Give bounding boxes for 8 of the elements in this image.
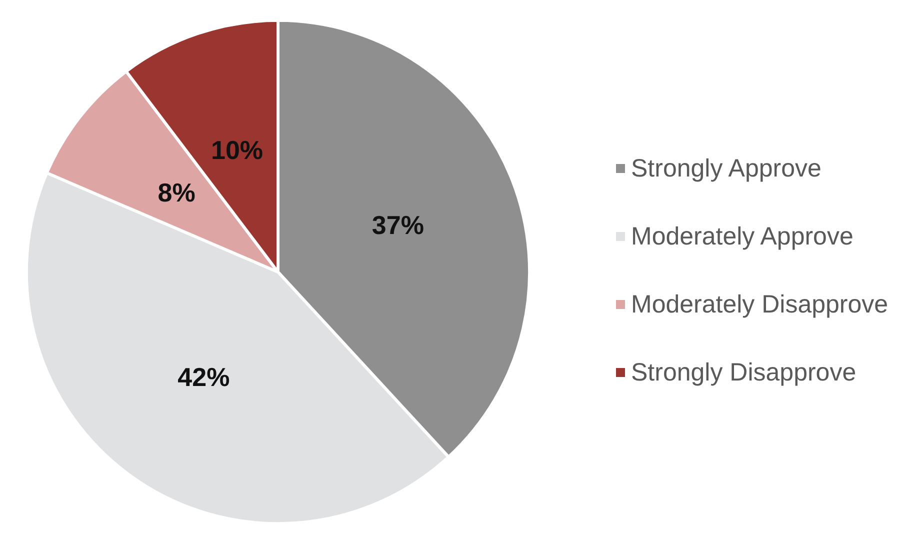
data-label: 10% xyxy=(210,134,264,165)
legend-label: Moderately Disapprove xyxy=(631,290,888,318)
data-label: 8% xyxy=(158,178,196,208)
data-label: 42% xyxy=(178,362,230,392)
legend-label: Moderately Approve xyxy=(631,222,854,250)
legend-label: Strongly Approve xyxy=(631,154,822,182)
legend-label: Strongly Disapprove xyxy=(631,358,856,386)
data-label: 37% xyxy=(372,210,424,240)
